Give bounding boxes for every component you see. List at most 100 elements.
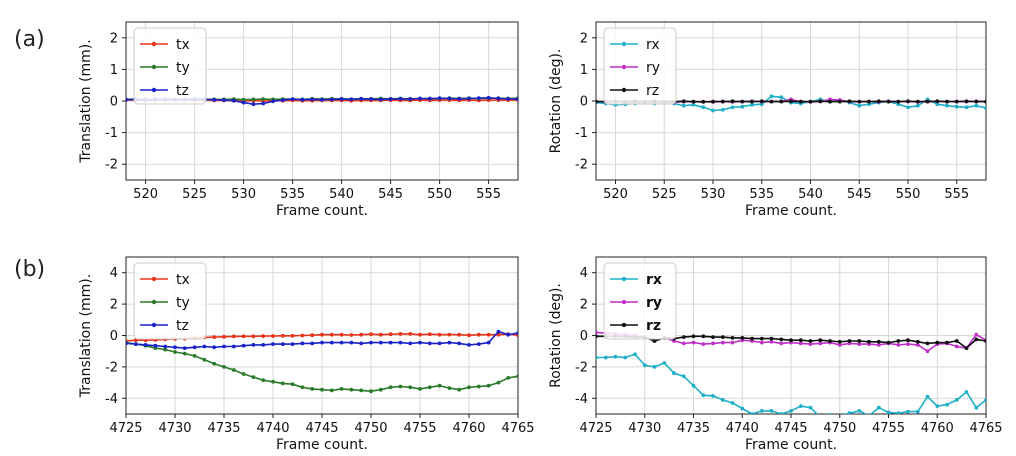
data-point-ry	[896, 343, 901, 347]
data-point-tz	[359, 96, 364, 101]
x-tick-label: 4745	[774, 421, 807, 436]
data-point-ty	[261, 378, 266, 383]
data-point-ry	[711, 341, 715, 346]
x-tick-label: 4740	[256, 421, 289, 436]
data-point-ty	[173, 350, 177, 354]
data-point-rz	[750, 99, 754, 104]
data-point-tz	[447, 96, 452, 101]
data-point-tz	[212, 345, 217, 350]
y-tick-label: 4	[110, 266, 118, 281]
data-point-rx	[935, 404, 940, 408]
data-point-tx	[476, 332, 481, 337]
chart-b-translation: 4725 4730 4735 4740 4745 4750 4755 4760 4765 -4 -2…	[78, 256, 535, 453]
data-point-ry	[596, 330, 598, 335]
data-point-rz	[847, 339, 852, 343]
legend-box	[133, 27, 207, 105]
data-point-tz	[202, 344, 207, 349]
legend-marker-ty	[151, 299, 157, 305]
data-point-tx	[339, 332, 344, 337]
data-point-tz	[271, 99, 275, 104]
data-point-tz	[349, 97, 354, 102]
data-point-tz	[173, 345, 177, 350]
data-point-rx	[798, 404, 803, 408]
data-point-rx	[984, 398, 986, 402]
data-point-rz	[596, 334, 598, 339]
data-point-tz	[388, 97, 393, 101]
data-point-tz	[506, 96, 511, 101]
data-point-rz	[798, 338, 803, 343]
x-tick-label: 4725	[579, 421, 612, 436]
data-point-rx	[652, 365, 657, 369]
data-point-ty	[251, 375, 256, 379]
data-point-tx	[290, 333, 295, 338]
legend-box	[603, 262, 677, 340]
data-point-tz	[251, 102, 256, 107]
data-point-ty	[192, 354, 197, 358]
data-point-tz	[241, 343, 246, 348]
data-point-ty	[457, 387, 462, 392]
data-point-tz	[339, 340, 344, 345]
data-point-ty	[329, 388, 334, 393]
data-point-rz	[896, 99, 901, 104]
charts-layer: 520 525 530 535 540 545 550 555 -2 -1 0 1 2 Frame cou…	[78, 21, 1003, 453]
data-point-rx	[613, 354, 618, 359]
data-point-tz	[476, 96, 481, 101]
data-point-tx	[280, 333, 285, 338]
y-tick-label: -1	[575, 126, 588, 141]
x-tick-label: 4760	[452, 421, 485, 436]
data-point-rz	[857, 339, 862, 343]
data-point-rx	[867, 102, 871, 107]
chart-b-rotation: 4725 4730 4735 4740 4745 4750 4755 4760 4765 -4 -2…	[548, 256, 1003, 453]
data-point-tz	[427, 341, 432, 346]
data-point-tz	[359, 341, 364, 346]
data-point-ty	[339, 387, 344, 391]
legend-marker-ry	[621, 64, 627, 70]
y-tick-label: 0	[110, 95, 118, 110]
data-point-rz	[779, 99, 784, 104]
legend-label-ty: ty	[176, 60, 190, 76]
data-point-rx	[954, 398, 959, 402]
data-point-rx	[759, 102, 764, 107]
data-point-tz	[467, 343, 471, 347]
y-tick-label: 2	[110, 31, 118, 46]
data-point-rz	[701, 334, 706, 339]
data-point-ry	[925, 349, 930, 354]
data-point-ty	[300, 385, 305, 390]
data-point-rz	[808, 99, 813, 104]
y-tick-label: -2	[105, 360, 118, 375]
data-point-tz	[408, 341, 413, 346]
data-point-tz	[408, 97, 413, 101]
data-point-tz	[231, 344, 236, 349]
legend: tx ty tz	[133, 27, 207, 105]
data-point-tz	[212, 97, 217, 102]
y-tick-label: 2	[110, 298, 118, 313]
data-point-tz	[320, 340, 324, 345]
data-point-rz	[964, 99, 969, 104]
x-tick-label: 535	[749, 187, 774, 202]
data-point-tz	[369, 97, 373, 101]
y-axis-label: Translation (mm).	[78, 274, 94, 398]
data-point-tz	[467, 96, 471, 101]
x-tick-label: 540	[329, 187, 354, 202]
data-point-tz	[339, 97, 344, 101]
data-point-ry	[769, 339, 774, 344]
data-point-rx	[642, 363, 647, 368]
data-point-ty	[182, 351, 187, 356]
data-point-rx	[906, 409, 910, 414]
data-point-rz	[730, 99, 735, 104]
legend-label-rx: rx	[646, 272, 662, 288]
data-point-rz	[837, 99, 842, 104]
data-point-tx	[261, 334, 266, 338]
data-point-ty	[202, 357, 207, 362]
data-point-rx	[915, 409, 920, 414]
data-point-tz	[329, 97, 334, 102]
data-point-tz	[388, 340, 393, 345]
data-point-rx	[603, 355, 608, 360]
x-tick-label: 4760	[921, 421, 954, 436]
x-tick-label: 520	[603, 187, 628, 202]
data-point-tx	[457, 332, 462, 337]
data-point-rz	[652, 339, 657, 343]
data-point-rz	[906, 99, 910, 104]
data-point-rz	[798, 99, 803, 104]
data-point-rz	[857, 99, 862, 104]
